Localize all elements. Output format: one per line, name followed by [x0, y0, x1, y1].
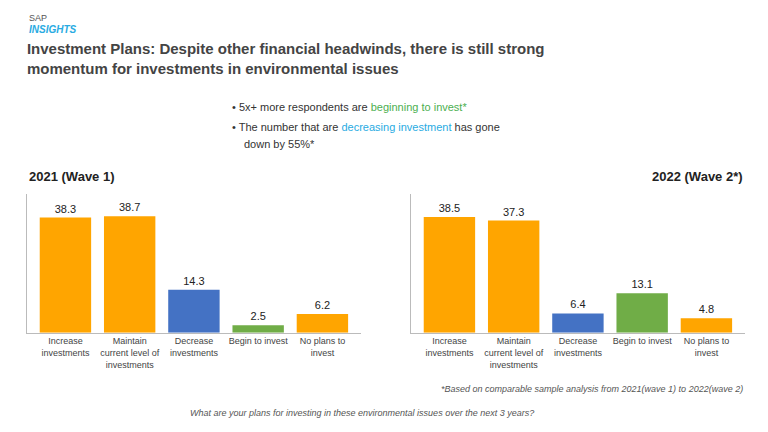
svg-text:No plans toinvest: No plans toinvest: [684, 336, 730, 358]
svg-text:2.5: 2.5: [251, 310, 266, 322]
svg-text:*Based on comparable sample an: *Based on comparable sample analysis fro…: [441, 384, 743, 394]
svg-text:No plans toinvest: No plans toinvest: [300, 336, 346, 358]
svg-text:Investment Plans: Despite othe: Investment Plans: Despite other financia…: [27, 40, 545, 77]
svg-text:Decreaseinvestments: Decreaseinvestments: [170, 336, 219, 358]
svg-text:INSIGHTS: INSIGHTS: [29, 24, 77, 35]
svg-text:Maintaincurrent level ofinvest: Maintaincurrent level ofinvestments: [484, 336, 544, 369]
svg-text:down by 55%*: down by 55%*: [244, 138, 315, 150]
svg-text:Decreaseinvestments: Decreaseinvestments: [554, 336, 603, 358]
svg-text:38.5: 38.5: [439, 202, 460, 214]
svg-text:13.1: 13.1: [631, 278, 652, 290]
svg-text:38.3: 38.3: [55, 203, 76, 215]
svg-text:Increaseinvestments: Increaseinvestments: [425, 336, 474, 358]
svg-text:6.4: 6.4: [570, 298, 585, 310]
svg-text:Begin to invest: Begin to invest: [229, 336, 289, 346]
svg-text:SAP: SAP: [29, 13, 47, 23]
svg-text:Maintaincurrent level ofinvest: Maintaincurrent level ofinvestments: [100, 336, 160, 369]
svg-text:What are your plans for invest: What are your plans for investing in the…: [190, 408, 534, 418]
svg-text:Begin to invest: Begin to invest: [613, 336, 673, 346]
svg-text:38.7: 38.7: [119, 201, 140, 213]
svg-text:4.8: 4.8: [699, 303, 714, 315]
svg-text:2021 (Wave 1): 2021 (Wave 1): [29, 169, 115, 184]
svg-text:2022 (Wave 2*): 2022 (Wave 2*): [652, 169, 743, 184]
svg-text:• The number that are decreasi: • The number that are decreasing investm…: [232, 121, 500, 133]
svg-text:• 5x+ more respondents are beg: • 5x+ more respondents are beginning to …: [232, 101, 467, 113]
svg-text:37.3: 37.3: [503, 206, 524, 218]
svg-text:Increaseinvestments: Increaseinvestments: [41, 336, 90, 358]
svg-text:14.3: 14.3: [183, 275, 204, 287]
svg-text:6.2: 6.2: [315, 299, 330, 311]
